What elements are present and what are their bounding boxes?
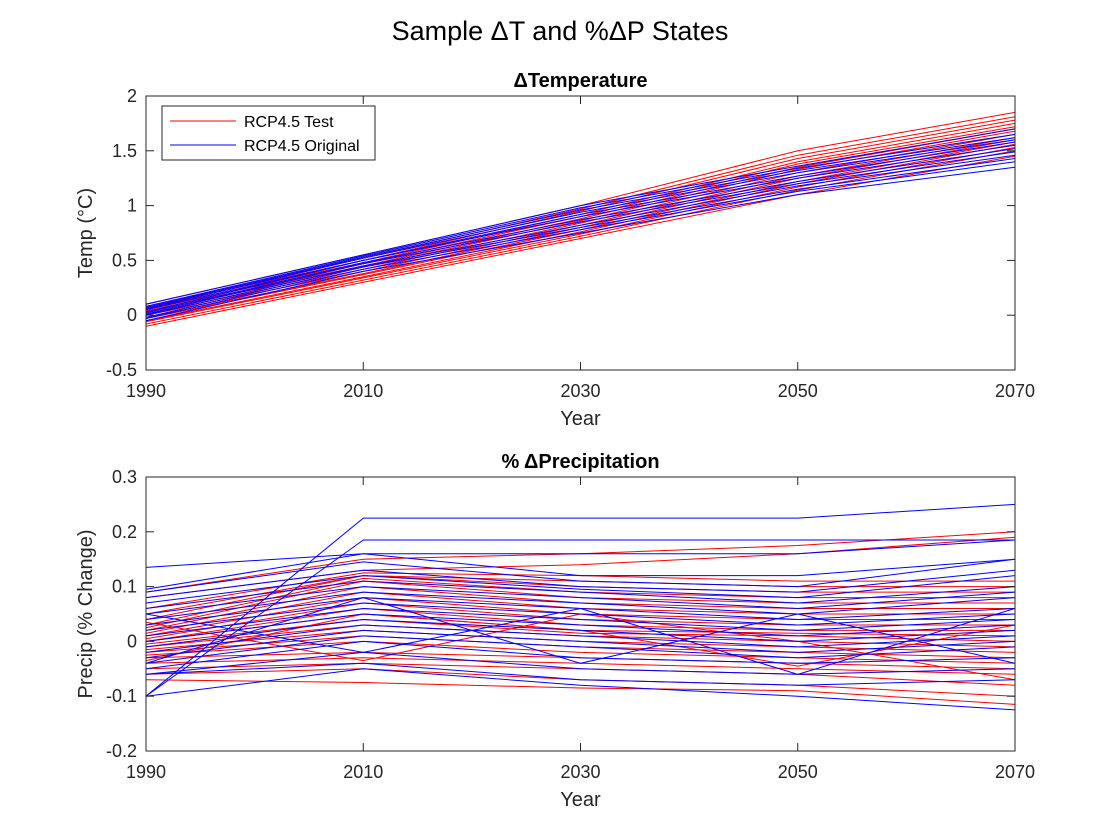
temperature-rcp4-5-original-line-7 (146, 144, 1015, 313)
temperature-rcp4-5-original-line-12 (146, 128, 1015, 305)
precipitation-x-tick-label: 2010 (343, 762, 383, 782)
temperature-rcp4-5-original-line-11 (146, 133, 1015, 307)
temperature-y-tick-label: -0.5 (106, 360, 137, 380)
temperature-x-axis-label: Year (560, 408, 601, 430)
temperature-rcp4-5-original-line-6 (146, 148, 1015, 314)
precipitation-rcp4-5-original-line-15 (146, 618, 1015, 648)
figure-title: Sample ΔT and %ΔP States (391, 16, 729, 46)
precipitation-x-axis-label: Year (560, 789, 601, 811)
precipitation-rcp4-5-original-line-2 (146, 539, 1015, 697)
precipitation-rcp4-5-original-line-12 (146, 602, 1015, 631)
temperature-y-tick-label: 1 (127, 196, 137, 216)
temperature-rcp4-5-test-line-2 (146, 150, 1015, 325)
temperature-x-tick-label: 2010 (343, 381, 383, 401)
temperature-y-tick-label: 2 (127, 86, 137, 106)
precipitation-x-tick-label: 2030 (560, 762, 600, 782)
temperature-series-lines (146, 111, 1015, 327)
precipitation-y-tick-label: 0 (127, 631, 137, 651)
precipitation-rcp4-5-test-line-1 (146, 679, 1015, 705)
temperature-x-tick-label: 1990 (126, 381, 166, 401)
precipitation-rcp4-5-original-line-18 (146, 635, 1015, 664)
precipitation-rcp4-5-original-line-23 (146, 607, 1015, 675)
temperature-rcp4-5-test-line-3 (146, 147, 1015, 323)
precipitation-rcp4-5-original-line-21 (146, 662, 1015, 686)
precipitation-rcp4-5-original-line-7 (146, 575, 1015, 604)
precipitation-rcp4-5-original-line-16 (146, 624, 1015, 653)
temperature-rcp4-5-original-line-3 (146, 158, 1015, 318)
precipitation-x-tick-label: 2070 (995, 762, 1035, 782)
temperature-y-tick-label: 0 (127, 305, 137, 325)
temperature-panel: 1990 2010 2030 2050 2070 -0.5 0 0.5 1 1.5 2 ΔTemper… (75, 70, 1035, 430)
precipitation-rcp4-5-original-line-14 (146, 613, 1015, 642)
precipitation-y-tick-label: 0.1 (112, 577, 137, 597)
temperature-rcp4-5-original-line-9 (146, 139, 1015, 310)
temperature-x-tick-label: 2050 (778, 381, 818, 401)
precipitation-rcp4-5-original-line-5 (146, 558, 1015, 593)
temperature-rcp4-5-test-line-13 (146, 119, 1015, 308)
precipitation-rcp4-5-original-line-3 (146, 539, 1015, 568)
precipitation-y-tick-label: 0.3 (112, 467, 137, 487)
precipitation-rcp4-5-original-line-4 (146, 553, 1015, 590)
temperature-rcp4-5-original-line-1 (146, 166, 1015, 322)
temperature-x-tick-label: 2030 (560, 381, 600, 401)
precipitation-y-axis-label: Precip (% Change) (75, 530, 97, 699)
precipitation-rcp4-5-original-line-20 (146, 651, 1015, 675)
precipitation-rcp4-5-original-line-13 (146, 607, 1015, 637)
temperature-rcp4-5-original-line-4 (146, 154, 1015, 316)
precipitation-rcp4-5-test-line-6 (146, 640, 1015, 664)
precipitation-y-tick-label: 0.2 (112, 522, 137, 542)
temperature-y-axis-label: Temp (°C) (75, 188, 97, 278)
temperature-rcp4-5-original-line-5 (146, 151, 1015, 315)
precipitation-rcp4-5-original-line-1 (146, 503, 1015, 697)
precipitation-y-tick-label: -0.1 (106, 686, 137, 706)
precipitation-y-tick-label: -0.2 (106, 741, 137, 761)
precipitation-x-tick-label: 2050 (778, 762, 818, 782)
precipitation-series-lines (146, 503, 1015, 711)
precipitation-rcp4-5-original-line-6 (146, 569, 1015, 599)
temperature-legend-box (161, 105, 376, 161)
precipitation-panel: 1990 2010 2030 2050 2070 -0.2 -0.1 0 0.1 0.2 0.3 % … (75, 451, 1035, 811)
precipitation-rcp4-5-original-line-19 (146, 640, 1015, 670)
precipitation-panel-title: % ΔPrecipitation (501, 451, 659, 473)
temperature-legend-label: RCP4.5 Original (244, 138, 360, 155)
precipitation-rcp4-5-original-line-9 (146, 586, 1015, 615)
precipitation-rcp4-5-original-line-10 (146, 591, 1015, 620)
precipitation-rcp4-5-original-line-22 (146, 668, 1015, 711)
precipitation-rcp4-5-original-line-24 (146, 597, 1015, 664)
precipitation-x-tick-label: 1990 (126, 762, 166, 782)
temperature-y-tick-label: 0.5 (112, 250, 137, 270)
precipitation-rcp4-5-original-line-8 (146, 580, 1015, 609)
temperature-legend-label: RCP4.5 Test (244, 114, 334, 131)
temperature-rcp4-5-original-line-10 (146, 137, 1015, 308)
temperature-x-tick-label: 2070 (995, 381, 1035, 401)
temperature-rcp4-5-original-line-8 (146, 141, 1015, 311)
temperature-rcp4-5-original-line-2 (146, 161, 1015, 319)
temperature-legend: RCP4.5 Test RCP4.5 Original (161, 105, 376, 161)
temperature-panel-title: ΔTemperature (513, 70, 647, 92)
temperature-y-tick-label: 1.5 (112, 141, 137, 161)
